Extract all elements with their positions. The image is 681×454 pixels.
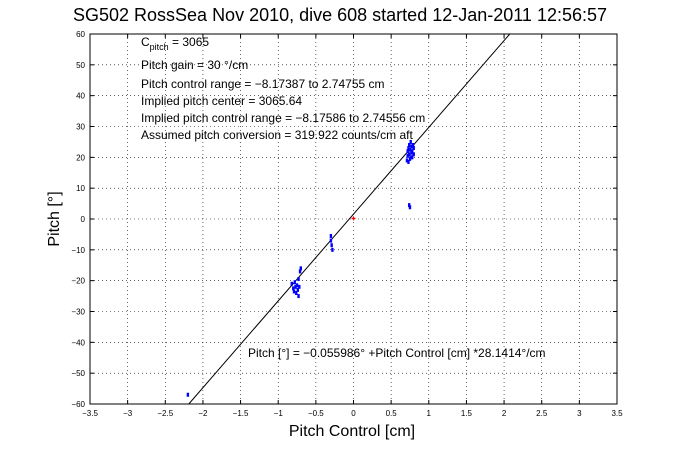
data-point: [330, 243, 333, 248]
annotation-conversion: Assumed pitch conversion = 319.922 count…: [141, 128, 413, 142]
x-tick-label: 3: [577, 409, 582, 418]
data-point: [186, 392, 190, 397]
y-tick-label: 50: [76, 61, 85, 70]
y-tick-label: −60: [71, 400, 85, 409]
x-tick-label: 0.5: [386, 409, 398, 418]
data-point: [290, 281, 293, 286]
x-axis-label: Pitch Control [cm]: [289, 423, 415, 440]
x-tick-label: −3.5: [82, 409, 98, 418]
data-point: [406, 149, 409, 154]
x-tick-label: −1: [274, 409, 284, 418]
data-point: [408, 203, 411, 208]
annotation-pitch-center: Implied pitch center = 3065.64: [141, 94, 302, 108]
data-point: [331, 247, 334, 252]
data-point: [329, 233, 333, 238]
y-tick-label: 40: [76, 92, 85, 101]
annotation-c: C: [141, 35, 150, 49]
y-tick-label: 10: [76, 184, 85, 193]
x-tick-label: 1: [427, 409, 432, 418]
data-point: [294, 284, 297, 289]
annotation-cpitch-value: = 3065: [169, 35, 210, 49]
data-point: [411, 155, 414, 160]
data-points: [186, 139, 415, 397]
annotation-pitch-subscript: pitch: [150, 42, 169, 52]
y-tick-label: 30: [76, 123, 85, 132]
y-tick-label: −30: [71, 308, 85, 317]
annotation-cpitch: Cpitch = 3065: [141, 35, 209, 52]
chart-title: SG502 RossSea Nov 2010, dive 608 started…: [73, 5, 607, 25]
x-tick-label: 2.5: [536, 409, 548, 418]
data-point: [299, 266, 302, 271]
data-point: [412, 152, 415, 157]
data-point: [410, 144, 413, 149]
data-point: [406, 153, 409, 158]
y-tick-label: 20: [76, 153, 85, 162]
x-tick-label: 0: [351, 409, 356, 418]
fit-line: [188, 33, 511, 405]
data-point: [298, 284, 301, 289]
data-point: [408, 205, 412, 210]
data-point: [298, 269, 302, 274]
data-point: [409, 155, 412, 160]
x-tick-label: −2: [198, 409, 208, 418]
data-point: [295, 283, 299, 288]
data-point: [408, 143, 411, 147]
x-tick-label: −3: [123, 409, 133, 418]
data-point: [408, 152, 411, 157]
data-point: [412, 146, 415, 151]
y-tick-label: −20: [71, 277, 85, 286]
data-point: [292, 286, 295, 291]
data-point: [409, 139, 412, 144]
fit-equation-label: Pitch [°] = −0.055986° +Pitch Control [c…: [248, 346, 546, 360]
x-tick-label: −0.5: [308, 409, 324, 418]
data-point: [329, 238, 333, 243]
data-point: [411, 143, 415, 147]
annotation-pitch-gain: Pitch gain = 30 °/cm: [141, 58, 248, 72]
y-tick-label: −40: [71, 338, 85, 347]
y-tick-label: 60: [76, 30, 85, 39]
y-tick-label: −50: [71, 369, 85, 378]
annotation-control-range: Pitch control range = −8.17387 to 2.7475…: [141, 77, 385, 91]
x-tick-label: −2.5: [157, 409, 173, 418]
data-point: [408, 147, 412, 152]
annotation-implied-range: Implied pitch control range = −8.17586 t…: [141, 111, 425, 125]
x-tick-label: −1.5: [233, 409, 249, 418]
data-point: [407, 159, 410, 164]
data-point: [296, 287, 299, 292]
data-point: [407, 146, 410, 151]
x-tick-label: 2: [502, 409, 507, 418]
y-axis-label: Pitch [°]: [46, 191, 63, 246]
annotation-block: Cpitch = 3065 Pitch gain = 30 °/cm Pitch…: [141, 35, 425, 142]
data-point: [293, 280, 296, 285]
y-tick-label: 0: [81, 215, 86, 224]
data-point: [405, 158, 409, 163]
data-point: [411, 149, 414, 154]
data-point: [292, 289, 296, 294]
data-point: [295, 291, 298, 295]
data-point: [297, 277, 300, 282]
data-point: [297, 294, 300, 299]
y-tick-label: −10: [71, 246, 85, 255]
x-tick-label: 3.5: [611, 409, 623, 418]
x-tick-label: 1.5: [461, 409, 473, 418]
pitch-center-marker: [351, 216, 356, 221]
axis-ticks: −3.5 −3 −2.5 −2 −1.5 −1 −0.5 0 0.5 1 1.5 2 2.5 3 3.5 −6…: [71, 30, 623, 418]
